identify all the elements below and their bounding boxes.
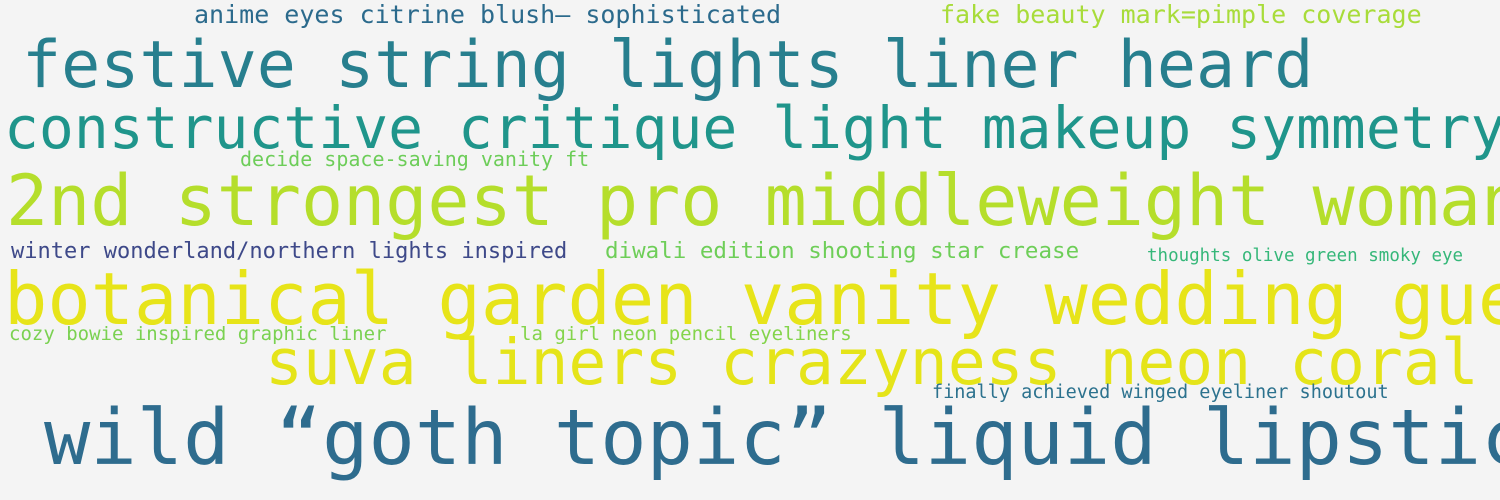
- word-phrase: 2nd strongest pro middleweight woman: [6, 160, 1500, 242]
- word-phrase: suva liners crazyness neon coral: [265, 326, 1479, 399]
- word-phrase: wild “goth topic” liquid lipstick: [44, 394, 1500, 483]
- word-phrase: festive string lights liner heard: [22, 28, 1314, 103]
- word-phrase: constructive critique light makeup symme…: [4, 94, 1500, 162]
- word-phrase: botanical garden vanity wedding guest: [4, 257, 1500, 341]
- word-phrase: thoughts olive green smoky eye: [1147, 246, 1464, 266]
- word-phrase: anime eyes citrine blush– sophisticated: [194, 0, 781, 29]
- word-phrase: diwali edition shooting star crease: [605, 238, 1080, 264]
- word-phrase: finally achieved winged eyeliner shoutou…: [932, 382, 1389, 403]
- word-phrase: winter wonderland/northern lights inspir…: [11, 239, 568, 264]
- word-phrase: fake beauty mark=pimple coverage: [940, 0, 1422, 29]
- word-phrase: decide space-saving vanity ft: [240, 147, 590, 171]
- word-phrase: la girl neon pencil eyeliners: [520, 323, 852, 345]
- word-phrase: cozy bowie inspired graphic liner: [9, 323, 387, 345]
